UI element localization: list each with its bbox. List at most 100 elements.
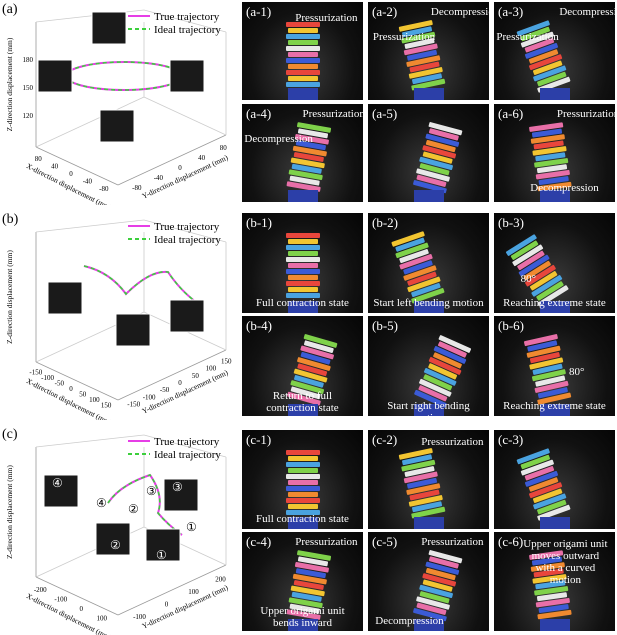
photo-label: (c-5)	[372, 534, 398, 549]
axis-line	[35, 219, 145, 233]
stack-layer	[288, 456, 318, 461]
photo-label: (c-1)	[246, 432, 272, 447]
inset-photo	[163, 478, 199, 512]
stack-layer	[288, 468, 318, 473]
x-tick-label: -80	[99, 185, 109, 193]
stack-layer	[286, 70, 320, 75]
stack-layer	[286, 257, 320, 262]
y-tick-label: 150	[221, 358, 232, 366]
stack-layer	[288, 287, 318, 292]
y-tick-label: 50	[192, 372, 200, 380]
trajectory-marker: ④	[52, 476, 63, 490]
photo-annotation: Decompression	[559, 5, 615, 18]
photo-annotation: Pressurization	[421, 535, 484, 548]
x-tick-label: 0	[80, 605, 84, 613]
trajectory-marker: ①	[186, 520, 197, 534]
stack-layer	[286, 462, 320, 467]
stack-layer	[286, 269, 320, 274]
photo: (a-4) Pressurization Decompression	[242, 104, 363, 202]
photo: (a-5)	[368, 104, 489, 202]
x-tick-label: 80	[35, 155, 43, 163]
photo-label: (b-2)	[372, 215, 398, 230]
photo-label: (a-3)	[498, 4, 524, 19]
photo-annotation: 80°	[569, 366, 585, 378]
stack-layer	[286, 474, 320, 479]
y-axis-title: Y-direction displacement (mm)	[141, 368, 230, 416]
stack-layer	[286, 22, 320, 27]
base	[414, 619, 444, 631]
stack-layer	[288, 504, 318, 509]
inset-photo	[43, 474, 79, 508]
y-tick-label: 0	[165, 600, 169, 608]
photo: (a-6) Pressurization Decompression	[494, 104, 615, 202]
trajectory-marker: ②	[128, 502, 139, 516]
photo: (b-6) 80° Reaching extreme state	[494, 316, 615, 416]
axis-line	[35, 146, 119, 186]
stack-layer	[286, 233, 320, 238]
inset-photo	[37, 59, 73, 93]
x-tick-label: -50	[55, 380, 65, 388]
stack-layer	[286, 450, 320, 455]
stack-layer	[286, 34, 320, 39]
photo-label: (c-4)	[246, 534, 272, 549]
stack-layer	[288, 480, 318, 485]
origami-stack	[516, 448, 571, 522]
base	[288, 517, 318, 529]
photo-annotation: Decompression	[375, 615, 444, 628]
photo-annotation: Start right bending motion	[387, 400, 470, 416]
x-axis-title: X-direction displacement (mm)	[25, 161, 114, 205]
x-tick-label: 0	[69, 385, 73, 393]
y-tick-label: 200	[215, 575, 226, 583]
stack-layer	[286, 293, 320, 298]
photo-annotation: Reaching extreme state	[503, 297, 606, 309]
stack-layer	[286, 498, 320, 503]
axis-line	[117, 134, 227, 186]
x-tick-label: 100	[97, 614, 108, 622]
x-axis-title: X-direction displacement (mm)	[25, 376, 114, 420]
photo-annotation: Upper origami unit bends inward	[260, 605, 345, 630]
y-tick-label: 100	[206, 365, 217, 373]
photo-annotation: Pressurization	[295, 11, 358, 24]
photo: (c-5) Pressurization Decompression	[368, 532, 489, 631]
legend-label: True trajectory	[154, 11, 220, 23]
base	[540, 190, 570, 202]
origami-stack	[286, 450, 320, 516]
z-axis-title: Z-direction displacement (mm)	[5, 465, 14, 559]
axis-line	[35, 96, 145, 148]
photo-annotation: Upper origami unit moves outward with a …	[523, 537, 608, 586]
origami-stack	[286, 22, 320, 88]
x-tick-label: -100	[41, 374, 54, 382]
photo-label: (a-5)	[372, 106, 398, 121]
photo: (a-1) Pressurization	[242, 2, 363, 100]
base	[414, 517, 444, 529]
y-tick-label: 0	[178, 164, 182, 172]
z-tick-label: 150	[23, 84, 34, 92]
photo: (b-4) Return to full contraction state	[242, 316, 363, 416]
y-axis-title: Y-direction displacement (mm)	[141, 583, 230, 631]
y-tick-label: 40	[198, 154, 206, 162]
photo-annotation: Return to full contraction state	[266, 390, 339, 414]
photo-annotation: 80°	[520, 273, 537, 285]
inset-photo	[47, 281, 83, 315]
inset-photo	[169, 59, 205, 93]
stack-layer	[288, 76, 318, 81]
panel-label: (b)	[2, 212, 19, 227]
y-tick-label: 0	[178, 379, 182, 387]
origami-stack	[412, 121, 463, 195]
photo-label: (c-3)	[498, 432, 524, 447]
y-tick-label: -100	[143, 393, 156, 401]
photo-annotation: Start left bending motion	[373, 297, 484, 309]
stack-layer	[288, 251, 318, 256]
base	[540, 619, 570, 631]
stack-layer	[286, 46, 320, 51]
photo-label: (a-6)	[498, 106, 524, 121]
base	[288, 619, 318, 631]
base	[414, 301, 444, 313]
photo-annotation: Pressurization	[496, 31, 559, 44]
x-tick-label: -40	[83, 178, 93, 186]
legend-label: Ideal trajectory	[154, 449, 221, 461]
stack-layer	[288, 52, 318, 57]
x-tick-label: -100	[54, 595, 67, 603]
